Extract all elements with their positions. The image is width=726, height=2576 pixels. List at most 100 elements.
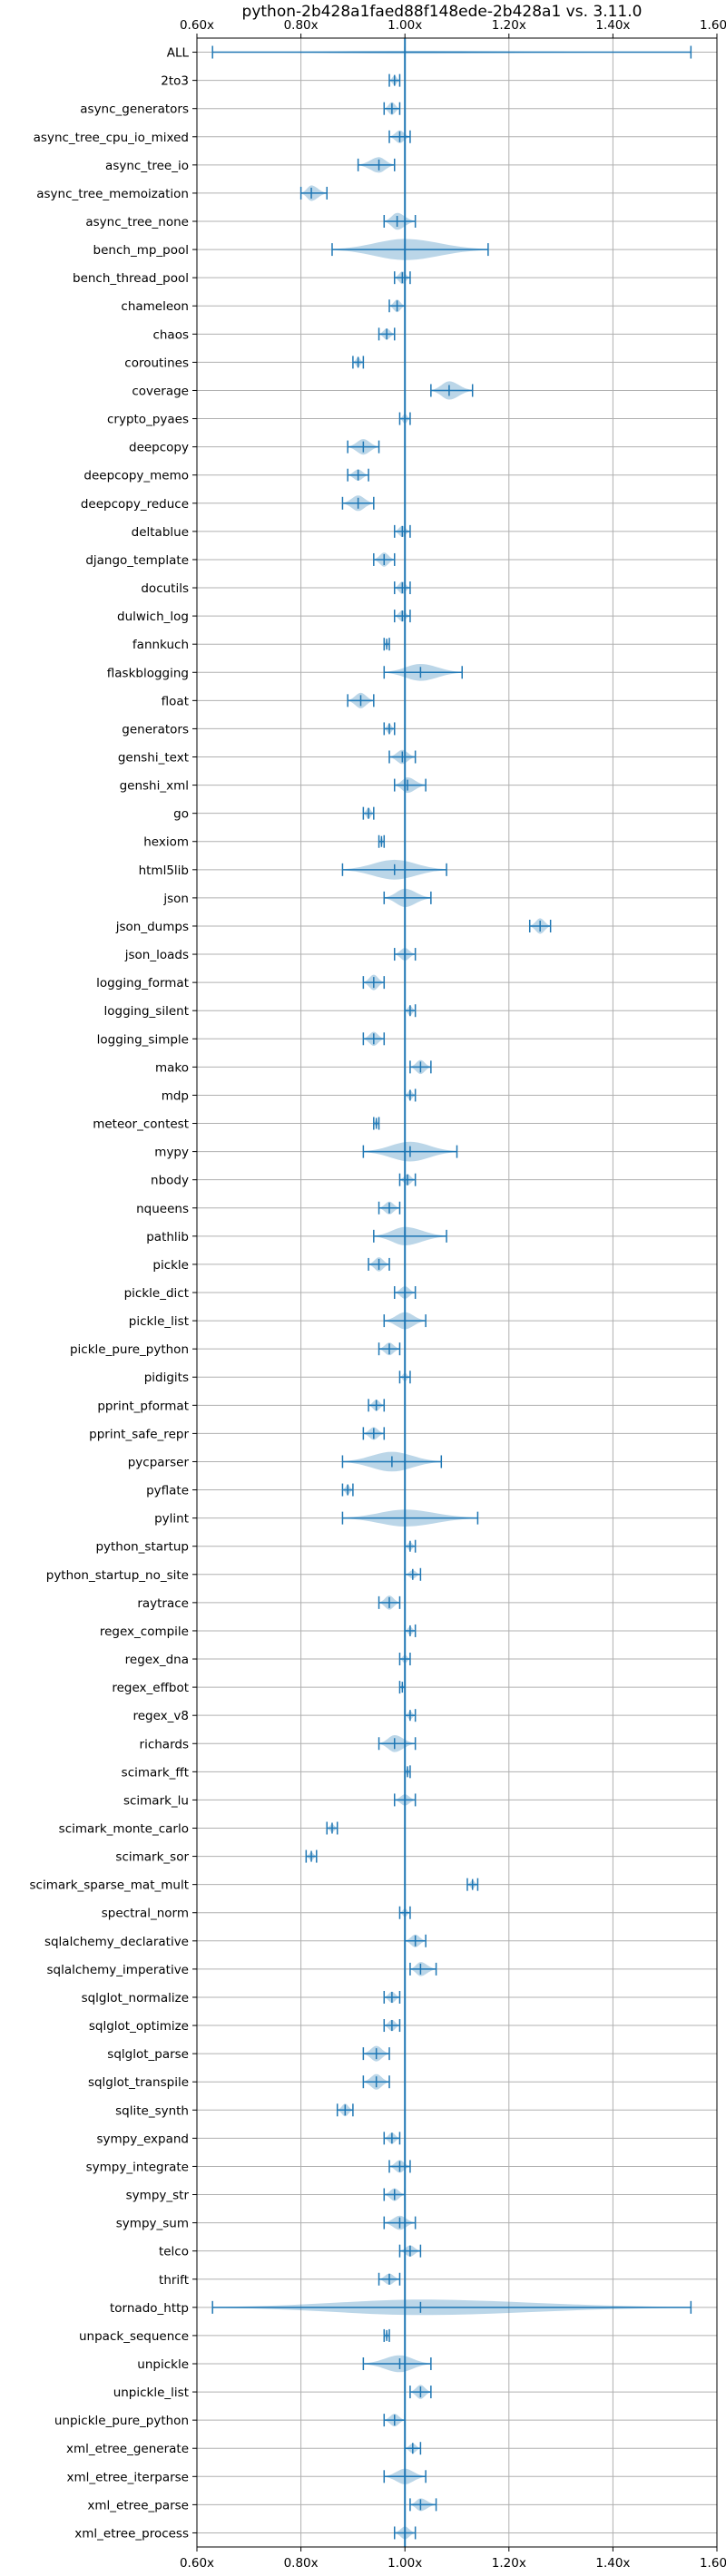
category-label: raytrace	[137, 1596, 189, 1611]
category-label: sqlglot_optimize	[89, 2019, 189, 2034]
category-label: xml_etree_iterparse	[67, 2470, 190, 2484]
category-label: pickle	[152, 1258, 189, 1273]
category-label: xml_etree_generate	[66, 2442, 189, 2456]
x-tick-label-bottom: 0.60x	[180, 2556, 214, 2571]
category-label: deepcopy_memo	[83, 469, 189, 483]
category-label: async_tree_none	[85, 215, 189, 229]
category-label: json_loads	[124, 948, 189, 962]
category-label: richards	[140, 1737, 189, 1751]
category-label: pickle_list	[129, 1314, 189, 1329]
category-label: unpickle_list	[113, 2386, 189, 2400]
category-label: coroutines	[124, 356, 189, 370]
category-label: logging_format	[96, 976, 189, 990]
category-label: logging_silent	[104, 1004, 189, 1019]
category-label: regex_dna	[125, 1653, 189, 1667]
category-label: sqlglot_transpile	[88, 2075, 189, 2090]
category-label: spectral_norm	[102, 1907, 189, 1921]
category-label: genshi_text	[118, 751, 189, 766]
category-label: deltablue	[132, 525, 189, 540]
category-label: nqueens	[136, 1202, 189, 1216]
violin-layer	[211, 45, 692, 2540]
category-label: html5lib	[139, 864, 189, 878]
category-label: sqlglot_parse	[107, 2047, 189, 2062]
category-label: generators	[122, 722, 189, 737]
category-label: nbody	[151, 1174, 189, 1188]
x-tick-label-top: 1.00x	[388, 18, 422, 33]
category-label: telco	[159, 2245, 189, 2259]
category-label: scimark_lu	[123, 1793, 189, 1808]
category-label: chameleon	[121, 299, 189, 314]
category-label: fannkuch	[132, 638, 189, 652]
category-label: pprint_safe_repr	[89, 1427, 189, 1441]
category-label: sympy_str	[126, 2189, 190, 2203]
category-label: mdp	[162, 1088, 189, 1103]
category-label: float	[162, 694, 189, 708]
category-label: hexiom	[143, 835, 189, 850]
category-label: unpickle	[137, 2357, 189, 2372]
category-label: xml_etree_process	[74, 2526, 189, 2541]
x-tick-label-top: 0.60x	[180, 18, 214, 33]
category-label: pyflate	[146, 1484, 189, 1498]
category-label: docutils	[141, 581, 189, 596]
category-label: genshi_xml	[120, 779, 189, 794]
category-label: tornado_http	[110, 2301, 189, 2316]
category-label: json_dumps	[115, 920, 189, 934]
category-label: python_startup	[95, 1540, 189, 1555]
category-label: coverage	[132, 384, 189, 398]
category-label: 2to3	[161, 74, 189, 89]
x-tick-label-top: 1.60x	[700, 18, 726, 33]
x-tick-label-top: 1.40x	[595, 18, 630, 33]
category-label: sympy_integrate	[86, 2160, 189, 2174]
category-label: pylint	[154, 1512, 189, 1527]
category-label: async_tree_memoization	[36, 187, 189, 201]
category-label: python_startup_no_site	[46, 1568, 189, 1583]
category-label: async_tree_io	[105, 159, 189, 173]
category-label: pycparser	[128, 1455, 190, 1469]
x-tick-label-bottom: 0.80x	[284, 2556, 319, 2571]
category-label: xml_etree_parse	[87, 2498, 189, 2513]
category-label: ALL	[167, 46, 190, 61]
x-tick-label-bottom: 1.20x	[492, 2556, 526, 2571]
x-tick-label-bottom: 1.60x	[700, 2556, 726, 2571]
category-label: pickle_dict	[124, 1286, 189, 1301]
category-label: mypy	[154, 1146, 189, 1160]
chart-title: python-2b428a1faed88f148ede-2b428a1 vs. …	[242, 3, 643, 21]
category-label: logging_simple	[97, 1032, 189, 1047]
category-label: scimark_monte_carlo	[59, 1821, 189, 1836]
category-label: sqlglot_normalize	[82, 1991, 189, 2005]
category-label: meteor_contest	[93, 1117, 189, 1132]
category-label: async_tree_cpu_io_mixed	[34, 131, 189, 145]
category-label: regex_effbot	[112, 1681, 189, 1695]
category-label: unpack_sequence	[79, 2329, 189, 2344]
grid-layer	[196, 38, 718, 2547]
category-label: chaos	[152, 327, 189, 342]
category-label: scimark_sor	[115, 1850, 189, 1865]
category-label: deepcopy_reduce	[81, 497, 189, 512]
category-label: flaskblogging	[107, 666, 189, 680]
category-label: regex_compile	[100, 1625, 189, 1639]
x-tick-label-top: 0.80x	[284, 18, 319, 33]
category-label: pickle_pure_python	[70, 1342, 189, 1357]
category-label: sympy_expand	[96, 2132, 189, 2146]
category-label: bench_mp_pool	[93, 243, 189, 258]
category-label: sqlalchemy_declarative	[44, 1935, 189, 1949]
category-label: sqlalchemy_imperative	[47, 1963, 190, 1977]
category-label: django_template	[85, 553, 189, 568]
axis-layer: 0.60x 0.60x 0.80x 0.80x 1.00x 1.00x 1.20x 1.20x…	[30, 18, 726, 2571]
category-label: dulwich_log	[117, 610, 189, 624]
category-label: sympy_sum	[116, 2217, 189, 2231]
category-label: scimark_fft	[122, 1765, 189, 1780]
category-label: sqlite_synth	[115, 2103, 189, 2118]
category-label: thrift	[159, 2273, 189, 2288]
category-label: scimark_sparse_mat_mult	[30, 1878, 189, 1893]
category-label: unpickle_pure_python	[54, 2414, 189, 2428]
x-tick-label-bottom: 1.40x	[595, 2556, 630, 2571]
category-label: pidigits	[144, 1371, 189, 1385]
category-label: pathlib	[146, 1230, 189, 1244]
x-tick-label-top: 1.20x	[492, 18, 526, 33]
category-label: deepcopy	[129, 441, 189, 455]
category-label: async_generators	[80, 102, 189, 117]
category-label: crypto_pyaes	[107, 413, 189, 427]
category-label: bench_thread_pool	[73, 271, 189, 286]
